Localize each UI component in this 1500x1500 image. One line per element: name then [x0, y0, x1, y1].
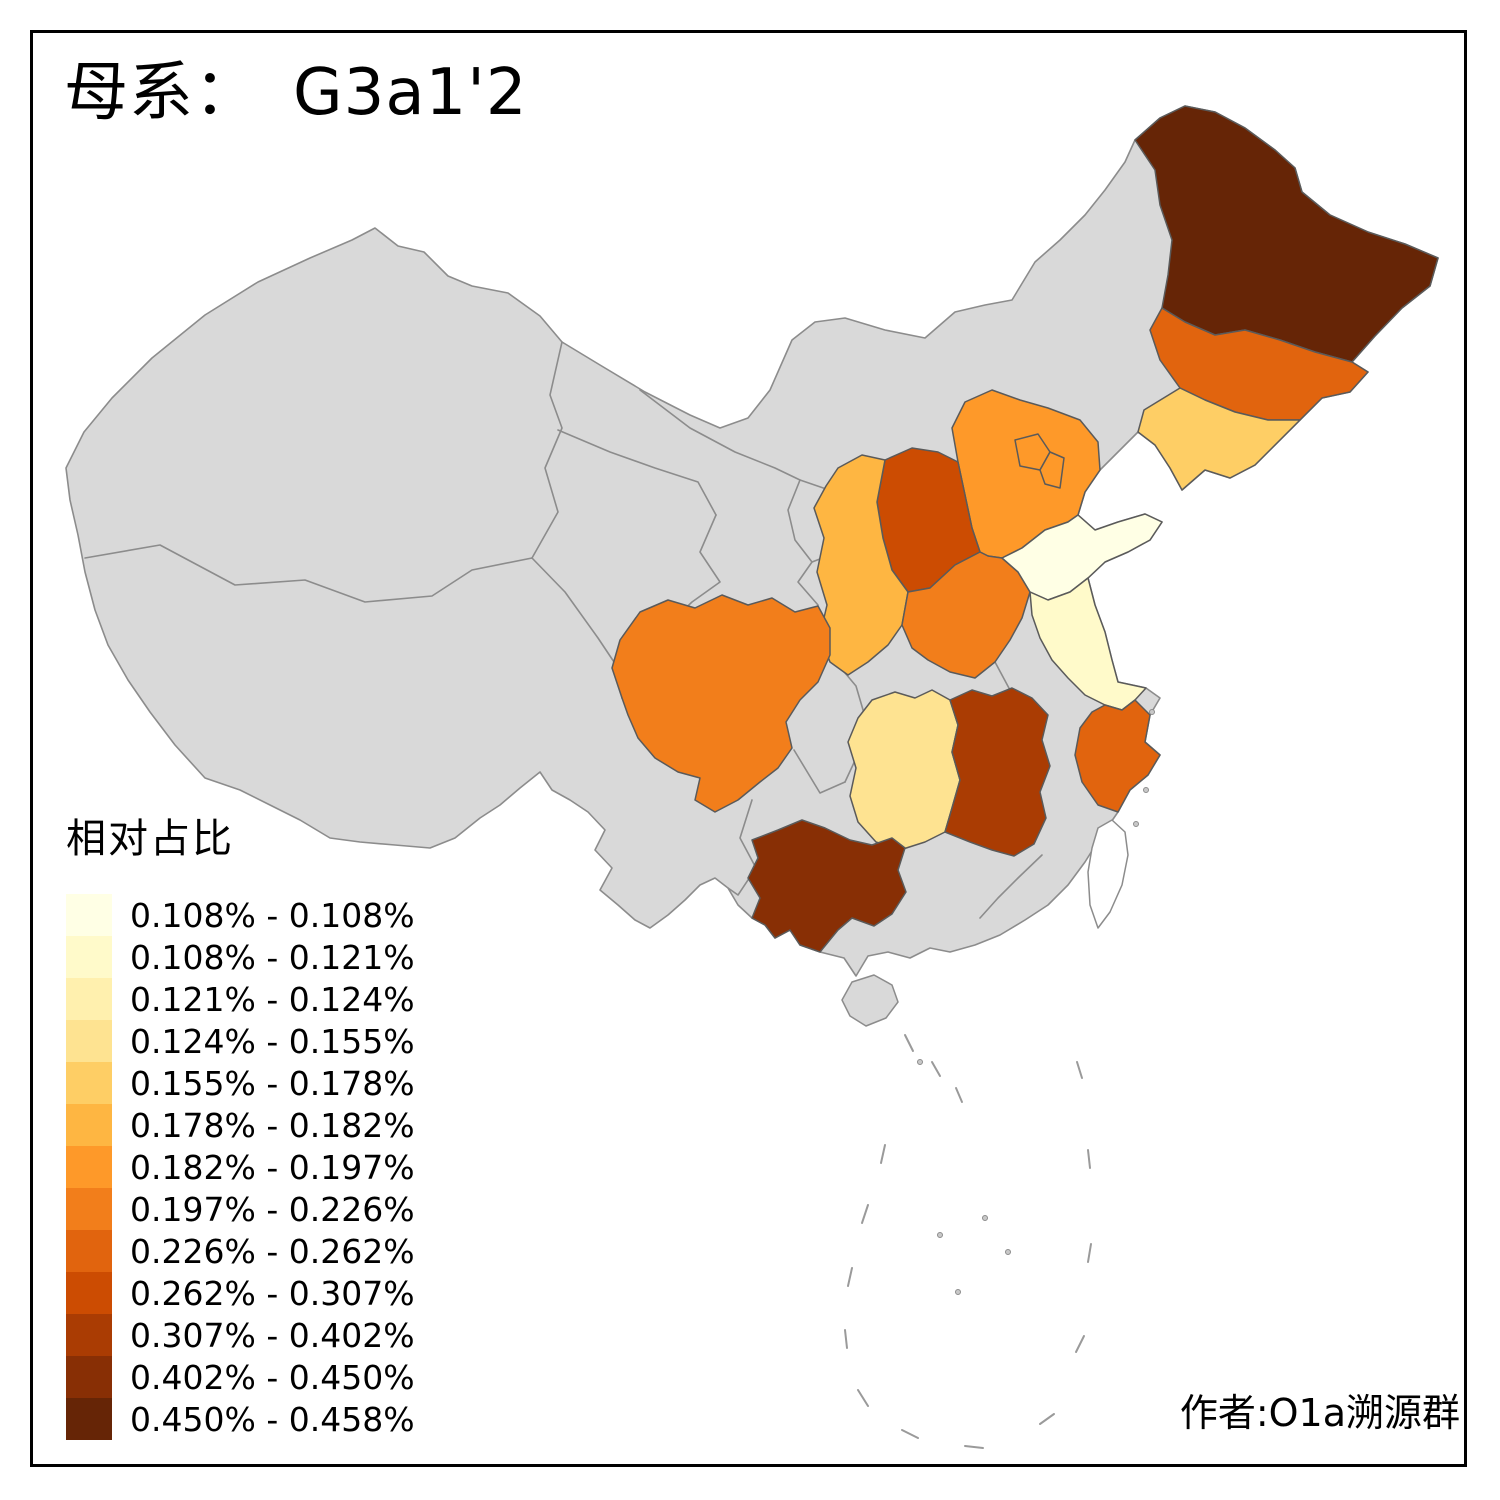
plot-title: 母系： G3a1'2: [64, 56, 528, 130]
border-xinjiang-east: [531, 341, 563, 559]
province-hainan: [841, 974, 899, 1027]
legend-label: 0.226% - 0.262%: [130, 1231, 415, 1271]
legend-swatch: [66, 1062, 112, 1104]
border-gansu-neimenggu: [639, 389, 801, 481]
attribution: 作者:O1a溯源群: [1179, 1391, 1460, 1435]
border-chongqing-guizhou: [793, 749, 846, 794]
province-tianjin: [1039, 451, 1065, 489]
legend-label: 0.307% - 0.402%: [130, 1315, 415, 1355]
province-sichuan: [611, 594, 831, 813]
border-guangdong-fujian: [979, 854, 1043, 919]
province-jiangsu: [1029, 577, 1147, 711]
legend-row: 0.197% - 0.226%: [66, 1188, 415, 1230]
plot-frame: [30, 30, 1467, 1467]
south-china-sea-dashes: [844, 709, 1155, 1449]
legend-label: 0.155% - 0.178%: [130, 1063, 415, 1103]
border-qinghai-gansu-north: [557, 429, 717, 516]
province-henan: [901, 551, 1031, 679]
legend-row: 0.402% - 0.450%: [66, 1356, 415, 1398]
legend-label: 0.121% - 0.124%: [130, 979, 415, 1019]
legend-row: 0.226% - 0.262%: [66, 1230, 415, 1272]
legend-swatch: [66, 1398, 112, 1440]
legend-swatch: [66, 1230, 112, 1272]
province-heilongjiang: [1134, 105, 1439, 363]
legend-label: 0.124% - 0.155%: [130, 1021, 415, 1061]
legend-row: 0.108% - 0.121%: [66, 936, 415, 978]
legend-row: 0.124% - 0.155%: [66, 1020, 415, 1062]
legend-swatch: [66, 894, 112, 936]
legend-label: 0.402% - 0.450%: [130, 1357, 415, 1397]
legend-label: 0.108% - 0.108%: [130, 895, 415, 935]
legend-row: 0.155% - 0.178%: [66, 1062, 415, 1104]
legend-swatch: [66, 1272, 112, 1314]
legend-label: 0.178% - 0.182%: [130, 1105, 415, 1145]
border-gansu-south: [797, 561, 819, 606]
province-shaanxi: [813, 454, 909, 676]
province-taiwan: [1087, 819, 1129, 929]
legend-title: 相对占比: [66, 816, 234, 862]
legend-label: 0.108% - 0.121%: [130, 937, 415, 977]
province-jilin: [1149, 307, 1369, 421]
legend-label: 0.197% - 0.226%: [130, 1189, 415, 1229]
legend: 相对占比 0.108% - 0.108% 0.108% - 0.121% 0.121…: [66, 806, 415, 1440]
legend-swatch: [66, 1020, 112, 1062]
legend-swatch: [66, 1188, 112, 1230]
legend-label: 0.182% - 0.197%: [130, 1147, 415, 1187]
legend-row: 0.450% - 0.458%: [66, 1398, 415, 1440]
legend-swatch: [66, 1146, 112, 1188]
province-jiangxi: [944, 687, 1051, 857]
legend-row: 0.307% - 0.402%: [66, 1314, 415, 1356]
province-liaoning: [1137, 387, 1301, 491]
legend-swatch: [66, 936, 112, 978]
legend-rows: 0.108% - 0.108% 0.108% - 0.121% 0.121% - 0…: [66, 894, 415, 1440]
legend-row: 0.178% - 0.182%: [66, 1104, 415, 1146]
legend-swatch: [66, 1356, 112, 1398]
legend-swatch: [66, 978, 112, 1020]
legend-label: 0.262% - 0.307%: [130, 1273, 415, 1313]
province-guangxi: [747, 819, 907, 953]
title-haplogroup: G3a1'2: [293, 56, 528, 130]
legend-row: 0.121% - 0.124%: [66, 978, 415, 1020]
legend-label: 0.450% - 0.458%: [130, 1399, 415, 1439]
border-xinjiang-tibet: [84, 544, 533, 603]
legend-swatch: [66, 1314, 112, 1356]
legend-row: 0.108% - 0.108%: [66, 894, 415, 936]
legend-swatch: [66, 1104, 112, 1146]
province-zhejiang: [1074, 699, 1161, 813]
title-prefix: 母系：: [64, 56, 259, 130]
legend-row: 0.182% - 0.197%: [66, 1146, 415, 1188]
legend-row: 0.262% - 0.307%: [66, 1272, 415, 1314]
